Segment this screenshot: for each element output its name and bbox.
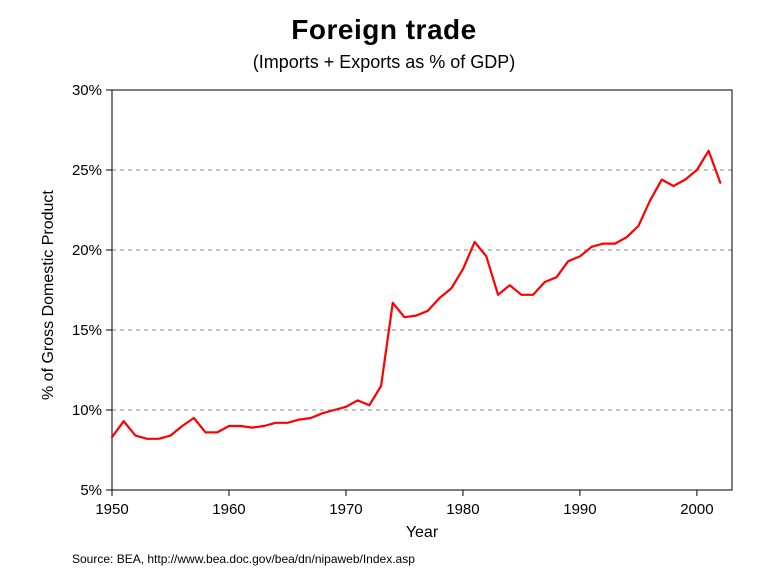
- svg-text:1960: 1960: [212, 501, 245, 518]
- svg-text:10%: 10%: [72, 402, 102, 419]
- svg-text:25%: 25%: [72, 162, 102, 179]
- line-chart: 5% 10% 15% 20% 25% 30% 1950 1960 1970 1980 1990 200…: [0, 0, 768, 576]
- svg-text:30%: 30%: [72, 82, 102, 99]
- source-text: Source: BEA, http://www.bea.doc.gov/bea/…: [72, 552, 415, 566]
- chart-container: Foreign trade (Imports + Exports as % of…: [0, 0, 768, 576]
- svg-text:2000: 2000: [680, 501, 713, 518]
- svg-text:1950: 1950: [95, 501, 128, 518]
- svg-text:1970: 1970: [329, 501, 362, 518]
- y-axis-label: % of Gross Domestic Product: [40, 190, 58, 400]
- svg-text:5%: 5%: [80, 482, 102, 499]
- x-axis-label: Year: [112, 524, 732, 542]
- svg-text:15%: 15%: [72, 322, 102, 339]
- svg-text:20%: 20%: [72, 242, 102, 259]
- svg-text:1980: 1980: [446, 501, 479, 518]
- svg-text:1990: 1990: [563, 501, 596, 518]
